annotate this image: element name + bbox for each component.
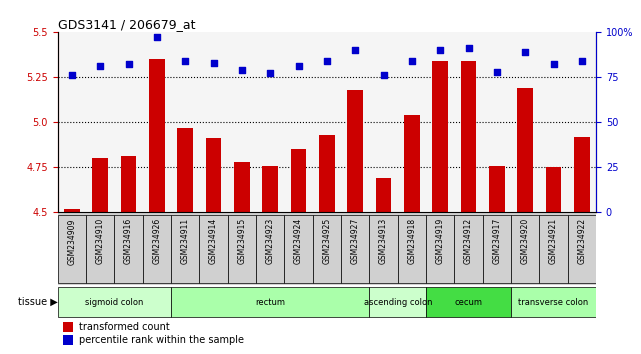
Bar [199, 215, 228, 282]
Point [463, 45, 474, 51]
Point [492, 69, 502, 74]
Point [152, 34, 162, 40]
Text: GSM234923: GSM234923 [266, 218, 275, 264]
Bar [426, 287, 511, 317]
Point [549, 62, 559, 67]
Text: percentile rank within the sample: percentile rank within the sample [79, 335, 244, 344]
Bar [319, 135, 335, 212]
Text: rectum: rectum [255, 298, 285, 307]
Point [294, 63, 304, 69]
Bar [546, 167, 562, 212]
Bar [454, 215, 483, 282]
Text: GSM234921: GSM234921 [549, 218, 558, 264]
Point [95, 63, 105, 69]
Bar [376, 178, 392, 212]
Bar [63, 322, 73, 332]
Bar [369, 287, 426, 317]
Text: GDS3141 / 206679_at: GDS3141 / 206679_at [58, 18, 196, 31]
Point [265, 70, 276, 76]
Text: GSM234910: GSM234910 [96, 218, 104, 264]
Bar [86, 215, 114, 282]
Text: GSM234914: GSM234914 [209, 218, 218, 264]
Bar [404, 115, 420, 212]
Bar [461, 61, 476, 212]
Point [208, 60, 219, 65]
Text: cecum: cecum [454, 298, 483, 307]
Bar [511, 215, 540, 282]
Text: GSM234925: GSM234925 [322, 218, 331, 264]
Bar [64, 209, 79, 212]
Bar [511, 287, 596, 317]
Text: GSM234924: GSM234924 [294, 218, 303, 264]
Bar [483, 215, 511, 282]
Bar [540, 215, 568, 282]
Point [378, 72, 388, 78]
Point [67, 72, 77, 78]
Point [322, 58, 332, 64]
Text: GSM234918: GSM234918 [408, 218, 417, 264]
Text: GSM234919: GSM234919 [436, 218, 445, 264]
Bar [63, 335, 73, 345]
Bar [517, 88, 533, 212]
Text: sigmoid colon: sigmoid colon [85, 298, 144, 307]
Text: GSM234911: GSM234911 [181, 218, 190, 264]
Bar [206, 138, 221, 212]
Point [237, 67, 247, 73]
Text: transverse colon: transverse colon [519, 298, 588, 307]
Bar [291, 149, 306, 212]
Bar [347, 90, 363, 212]
Bar [433, 61, 448, 212]
Bar [341, 215, 369, 282]
Point [180, 58, 190, 64]
Bar [149, 59, 165, 212]
Bar [568, 215, 596, 282]
Bar [121, 156, 137, 212]
Bar [398, 215, 426, 282]
Bar [256, 215, 285, 282]
Point [435, 47, 445, 53]
Bar [178, 127, 193, 212]
Text: ascending colon: ascending colon [363, 298, 432, 307]
Text: GSM234926: GSM234926 [153, 218, 162, 264]
Text: transformed count: transformed count [79, 322, 170, 332]
Text: GSM234912: GSM234912 [464, 218, 473, 264]
Text: GSM234913: GSM234913 [379, 218, 388, 264]
Text: GSM234915: GSM234915 [237, 218, 246, 264]
Text: GSM234917: GSM234917 [492, 218, 501, 264]
Point [520, 49, 530, 55]
Bar [143, 215, 171, 282]
Bar [58, 215, 86, 282]
Bar [171, 287, 369, 317]
Point [124, 62, 134, 67]
Bar [262, 166, 278, 212]
Point [350, 47, 360, 53]
Point [407, 58, 417, 64]
Text: GSM234922: GSM234922 [578, 218, 587, 264]
Bar [228, 215, 256, 282]
Bar [171, 215, 199, 282]
Bar [58, 287, 171, 317]
Text: tissue ▶: tissue ▶ [18, 297, 58, 307]
Bar [369, 215, 398, 282]
Point [577, 58, 587, 64]
Text: GSM234909: GSM234909 [67, 218, 76, 265]
Bar [489, 166, 504, 212]
Text: GSM234916: GSM234916 [124, 218, 133, 264]
Bar [574, 137, 590, 212]
Bar [234, 162, 250, 212]
Bar [313, 215, 341, 282]
Bar [114, 215, 143, 282]
Text: GSM234927: GSM234927 [351, 218, 360, 264]
Text: GSM234920: GSM234920 [520, 218, 529, 264]
Bar [285, 215, 313, 282]
Bar [92, 158, 108, 212]
Bar [426, 215, 454, 282]
